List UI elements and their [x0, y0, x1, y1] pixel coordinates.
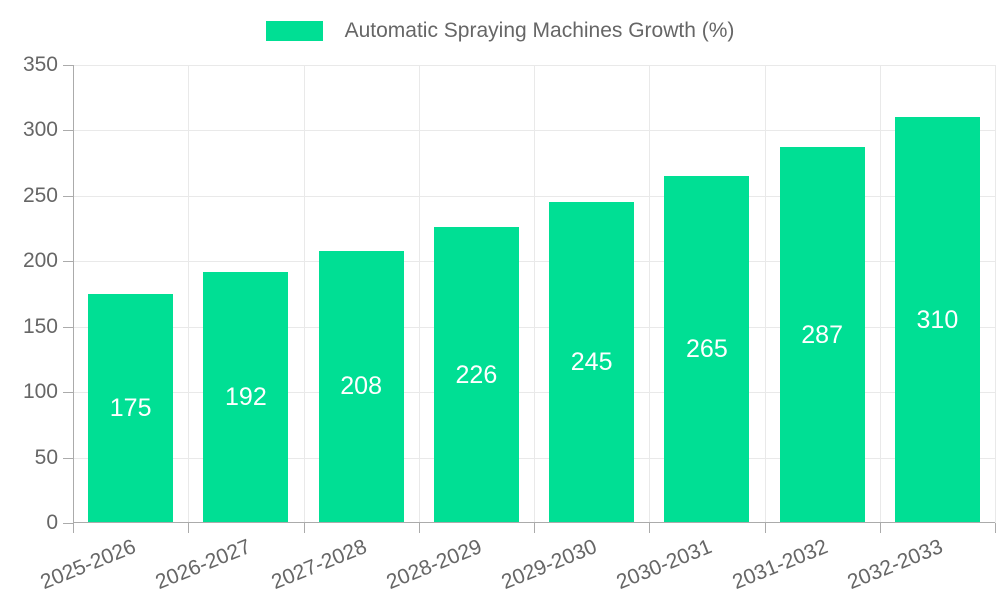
- x-axis-label: 2032-2033: [844, 535, 946, 594]
- v-gridline: [188, 65, 190, 523]
- y-axis-label: 350: [22, 53, 58, 76]
- x-tick-mark: [73, 523, 74, 533]
- bar[interactable]: 287: [779, 147, 865, 523]
- legend-swatch: [265, 21, 323, 41]
- bar-value-label: 245: [570, 348, 613, 377]
- bar[interactable]: 208: [318, 250, 404, 523]
- y-tick-mark: [63, 392, 73, 394]
- y-tick-mark: [63, 523, 73, 524]
- plot-area: 0 50 100 150 200 250 300 350 175 192 208 226 245 265 2…: [23, 53, 996, 594]
- y-axis-label: 300: [22, 118, 58, 142]
- v-gridline: [879, 65, 881, 523]
- x-axis-label: 2025-2026: [37, 535, 140, 594]
- bar-value-label: 265: [686, 335, 728, 364]
- x-axis-label: 2029-2030: [498, 535, 601, 594]
- legend-item[interactable]: Automatic Spraying Machines Growth (%): [0, 18, 1000, 44]
- y-tick-mark: [63, 326, 73, 328]
- y-tick-mark: [63, 130, 73, 132]
- x-tick-mark: [764, 523, 766, 533]
- bar-value-label: 208: [340, 372, 382, 401]
- bar-value-label: 310: [916, 305, 959, 334]
- x-axis-label: 2030-2031: [613, 535, 716, 594]
- legend-label: Automatic Spraying Machines Growth (%): [344, 19, 735, 42]
- y-tick-mark: [63, 195, 73, 197]
- bar-value-label: 287: [801, 320, 843, 349]
- bar[interactable]: 310: [894, 117, 980, 523]
- y-axis-label: 150: [22, 314, 58, 338]
- v-gridline: [534, 65, 535, 523]
- y-axis-label: 200: [22, 249, 58, 273]
- x-tick-mark: [188, 523, 190, 533]
- x-axis-label: 2028-2029: [383, 535, 485, 594]
- x-axis-label: 2031-2032: [729, 535, 831, 594]
- bar[interactable]: 175: [88, 294, 174, 523]
- y-axis-label: 250: [22, 183, 58, 207]
- bar-value-label: 175: [109, 394, 152, 422]
- v-gridline: [303, 65, 305, 523]
- bar[interactable]: 226: [433, 227, 519, 523]
- x-axis-label: 2027-2028: [268, 535, 370, 594]
- bar[interactable]: 245: [549, 202, 635, 523]
- v-gridline: [764, 65, 766, 523]
- y-axis-label: 50: [34, 445, 58, 469]
- bar-value-label: 226: [455, 360, 498, 389]
- v-gridline: [418, 65, 420, 523]
- x-tick-mark: [303, 523, 305, 533]
- y-axis-line: [73, 65, 74, 523]
- x-axis-label: 2026-2027: [152, 535, 255, 594]
- bar[interactable]: 265: [664, 176, 750, 523]
- x-tick-mark: [534, 523, 535, 533]
- y-axis-label: 0: [46, 511, 58, 534]
- x-tick-mark: [995, 523, 996, 533]
- v-gridline: [995, 65, 996, 523]
- x-tick-mark: [879, 523, 881, 533]
- x-axis-line: [73, 522, 995, 523]
- bar[interactable]: 192: [203, 271, 289, 523]
- x-tick-mark: [649, 523, 651, 533]
- y-tick-mark: [63, 261, 73, 263]
- y-tick-mark: [63, 457, 73, 459]
- x-tick-mark: [418, 523, 420, 533]
- y-axis-label: 100: [22, 380, 58, 404]
- y-tick-mark: [63, 65, 73, 66]
- v-gridline: [649, 65, 651, 523]
- bar-value-label: 192: [225, 382, 267, 411]
